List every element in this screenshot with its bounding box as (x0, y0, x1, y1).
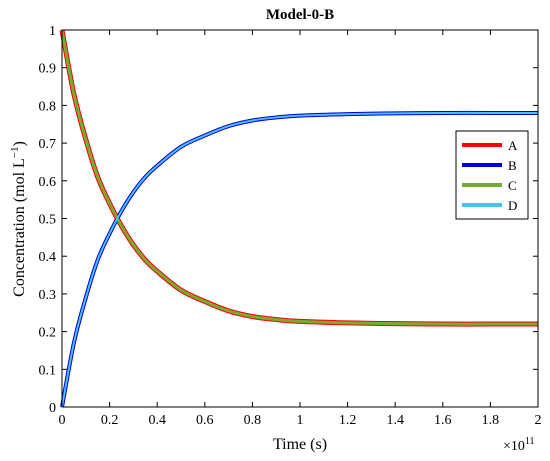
x-tick-label: 0.6 (196, 413, 214, 428)
x-axis: 0 0.2 0.4 0.6 0.8 1 1.2 1.4 1.6 1.8 2 (59, 30, 542, 428)
chart-title: Model-0-B (266, 7, 334, 23)
y-tick-label: 0.2 (39, 326, 57, 341)
x-tick-label: 1.8 (482, 413, 500, 428)
x-tick-label: 1.4 (386, 413, 404, 428)
series-line-d (61, 111, 538, 408)
y-axis-label-exponent: −1 (9, 146, 21, 158)
y-tick-label: 0.1 (39, 363, 57, 378)
y-axis-label-main: Concentration (mol L (11, 158, 28, 297)
y-tick-label: 0.5 (39, 213, 57, 228)
legend-label-b: B (508, 158, 517, 173)
y-tick-label: 0.6 (39, 175, 57, 190)
series-line-c (60, 29, 539, 326)
x-tick-label: 1.6 (434, 413, 452, 428)
y-tick-label: 0.9 (39, 62, 57, 77)
x-axis-label: Time (s) (273, 436, 327, 453)
y-tick-label: 0 (49, 401, 56, 416)
plot-area (59, 29, 539, 408)
y-axis-label-suffix: ) (11, 141, 28, 146)
legend-label-d: D (508, 198, 517, 213)
y-tick-label: 1 (49, 24, 56, 39)
x-tick-label: 0.8 (244, 413, 262, 428)
y-tick-label: 0.4 (39, 250, 57, 265)
y-axis: 0 0.1 0.2 0.3 0.4 0.5 0.6 0.7 0.8 0.9 1 (39, 24, 538, 416)
y-axis-label: Concentration (mol L−1) (9, 141, 28, 297)
x-tick-label: 2 (535, 413, 542, 428)
y-tick-label: 0.7 (39, 137, 57, 152)
x-axis-multiplier-exponent: 11 (525, 436, 535, 447)
x-axis-multiplier: ×1011 (503, 436, 535, 454)
legend-label-a: A (508, 138, 518, 153)
x-tick-label: 0.4 (148, 413, 166, 428)
y-tick-label: 0.3 (39, 288, 57, 303)
x-tick-label: 0.2 (101, 413, 119, 428)
x-tick-label: 0 (59, 413, 66, 428)
x-tick-label: 1 (297, 413, 304, 428)
x-axis-multiplier-base: ×10 (503, 439, 525, 454)
x-tick-label: 1.2 (339, 413, 357, 428)
y-tick-label: 0.8 (39, 99, 57, 114)
legend-label-c: C (508, 178, 517, 193)
